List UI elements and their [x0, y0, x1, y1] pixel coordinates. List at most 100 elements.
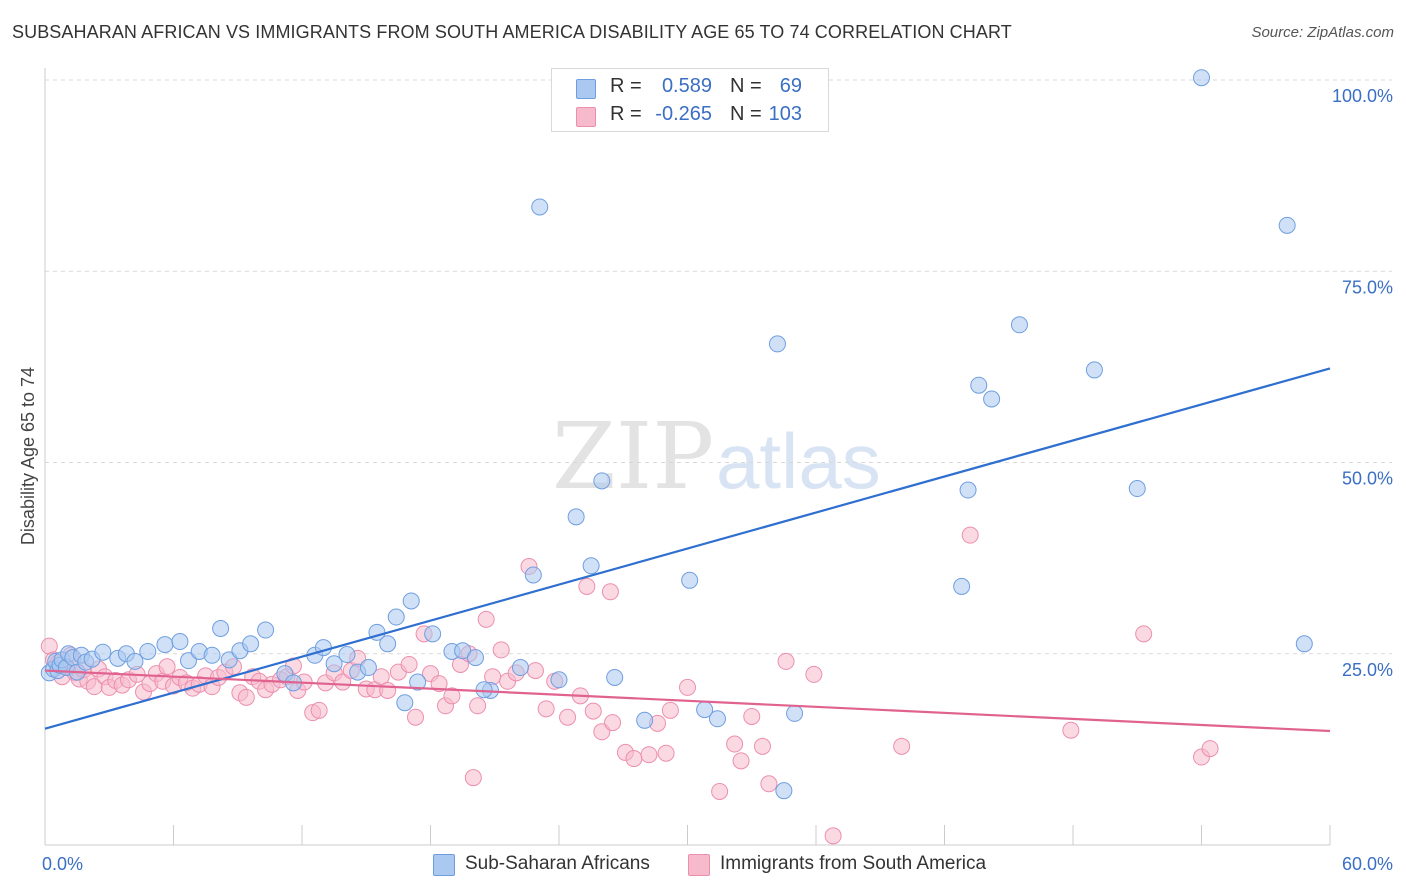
- immigrants-point: [601, 583, 619, 601]
- subsaharan-point: [139, 642, 157, 660]
- immigrants-point: [743, 707, 761, 725]
- legend-n-value: 103: [768, 103, 802, 125]
- immigrants-point: [760, 775, 778, 793]
- immigrants-point: [679, 678, 696, 696]
- bottom-legend-swatch-blue: [433, 854, 455, 876]
- subsaharan-point: [983, 390, 1001, 408]
- x-tick-label: 60.0%: [1342, 854, 1393, 874]
- subsaharan-point: [1278, 216, 1296, 234]
- subsaharan-point: [959, 481, 977, 499]
- y-axis-label: Disability Age 65 to 74: [18, 367, 38, 545]
- immigrants-point: [657, 744, 675, 762]
- subsaharan-point: [953, 577, 971, 595]
- subsaharan-point: [379, 635, 397, 653]
- immigrants-point: [1135, 625, 1153, 643]
- subsaharan-point: [681, 571, 699, 589]
- subsaharan-point: [511, 659, 529, 677]
- immigrants-point: [824, 827, 842, 845]
- subsaharan-point: [531, 198, 549, 216]
- subsaharan-point: [171, 633, 189, 651]
- series-immigrants-points: [40, 526, 1219, 845]
- immigrants-point: [400, 655, 418, 673]
- immigrants-point: [584, 702, 602, 720]
- y-tick-label: 75.0%: [1342, 277, 1393, 297]
- legend-r-value: -0.265: [655, 103, 712, 125]
- subsaharan-point: [203, 646, 221, 664]
- subsaharan-point: [524, 566, 542, 584]
- legend-swatch-pink: [576, 107, 596, 127]
- immigrants-point: [310, 701, 328, 719]
- subsaharan-point: [402, 592, 420, 610]
- subsaharan-point: [242, 635, 260, 653]
- trend-lines: [44, 367, 1331, 733]
- immigrants-point: [625, 750, 643, 768]
- subsaharan-point: [257, 621, 275, 639]
- immigrants-point: [1062, 721, 1080, 739]
- legend-row-immigrants: R = -0.265 N = 103: [552, 100, 828, 130]
- source-label: Source: ZipAtlas.com: [1251, 24, 1394, 41]
- immigrants-point: [464, 769, 482, 787]
- watermark-atlas: atlas: [716, 417, 881, 505]
- immigrants-point: [237, 688, 255, 706]
- immigrants-point: [469, 697, 487, 715]
- subsaharan-point: [1193, 69, 1210, 87]
- subsaharan-point: [475, 681, 493, 699]
- subsaharan-point: [1085, 361, 1103, 379]
- immigrants-point: [379, 681, 397, 699]
- immigrants-point: [961, 526, 979, 544]
- subsaharan-point: [1128, 480, 1146, 498]
- immigrants-point: [430, 675, 448, 693]
- immigrants-point: [372, 668, 390, 686]
- subsaharan-point: [550, 671, 568, 689]
- watermark-zip: ZIP: [552, 403, 714, 510]
- subsaharan-point: [396, 694, 414, 712]
- legend-r-label: R =: [610, 75, 642, 97]
- bottom-legend-label: Sub-Saharan Africans: [465, 853, 650, 874]
- immigrants-point: [805, 665, 823, 683]
- gridlines: 25.0% 50.0% 75.0% 100.0%: [45, 79, 1393, 680]
- subsaharan-point: [708, 710, 726, 728]
- legend-n-label: N =: [730, 103, 762, 125]
- legend-r-label: R =: [610, 103, 642, 125]
- immigrants-point: [492, 641, 510, 659]
- subsaharan-point: [606, 668, 624, 686]
- axes: 0.0% 60.0%: [42, 68, 1393, 874]
- subsaharan-point: [567, 508, 585, 526]
- legend-n-label: N =: [730, 75, 762, 97]
- bottom-legend-swatch-pink: [688, 854, 710, 876]
- subsaharan-point: [768, 335, 786, 353]
- immigrants-point: [661, 701, 679, 719]
- subsaharan-point: [156, 636, 174, 654]
- subsaharan-point: [636, 711, 654, 729]
- subsaharan-point: [338, 646, 356, 664]
- subsaharan-point: [1295, 635, 1313, 653]
- bottom-legend-label: Immigrants from South America: [720, 853, 987, 874]
- immigrants-point: [711, 782, 729, 800]
- immigrants-point: [578, 577, 596, 595]
- immigrants-point: [407, 708, 425, 726]
- subsaharan-point: [593, 472, 611, 490]
- immigrants-point: [640, 746, 658, 764]
- immigrants-point: [526, 662, 544, 680]
- legend-r-value: 0.589: [661, 75, 712, 97]
- y-tick-label: 25.0%: [1342, 660, 1393, 680]
- subsaharan-point: [126, 652, 144, 670]
- subsaharan-point: [325, 655, 343, 673]
- subsaharan-point: [359, 659, 377, 677]
- legend-row-subsaharan: R = 0.589 N = 69: [552, 72, 828, 102]
- subsaharan-point: [387, 608, 405, 626]
- immigrants-point: [777, 652, 795, 670]
- legend: R = 0.589 N = 69 R = -0.265 N = 103: [551, 68, 829, 132]
- subsaharan-point: [582, 557, 600, 575]
- legend-swatch-blue: [576, 79, 596, 99]
- legend-n-value: 69: [779, 75, 802, 97]
- immigrants-point: [158, 658, 176, 676]
- immigrants-point: [443, 687, 461, 705]
- subsaharan-point: [786, 704, 804, 722]
- y-tick-label: 100.0%: [1332, 86, 1393, 106]
- y-tick-label: 50.0%: [1342, 469, 1393, 489]
- immigrants-point: [604, 714, 622, 732]
- subsaharan-point: [409, 673, 427, 691]
- series-subsaharan-points: [40, 69, 1313, 800]
- immigrants-point: [732, 752, 750, 770]
